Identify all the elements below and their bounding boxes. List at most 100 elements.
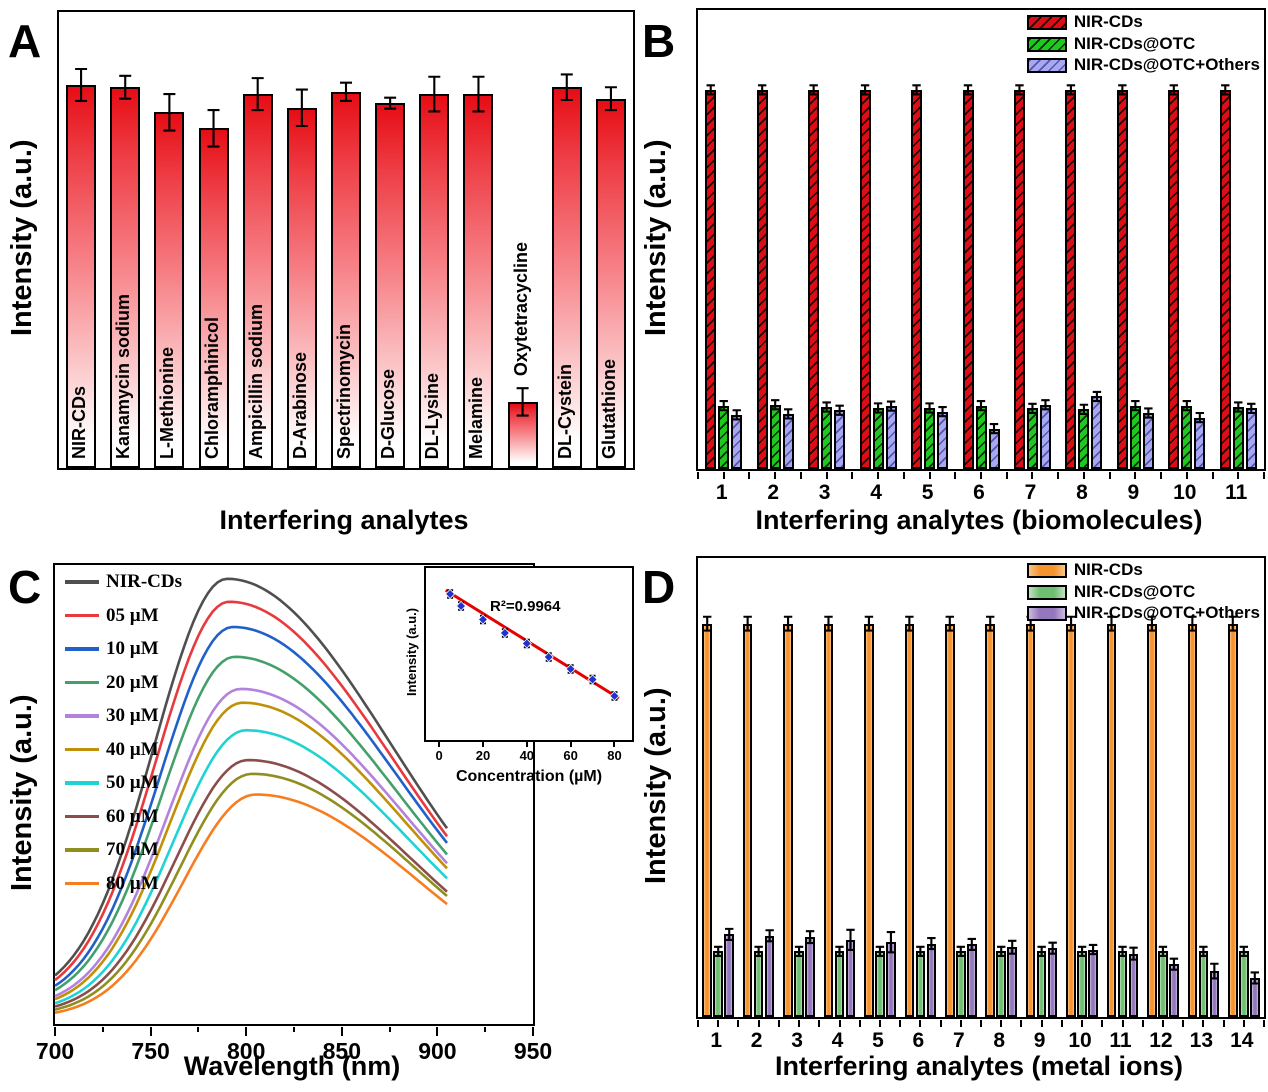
axis-tick — [1160, 472, 1163, 479]
bar-category-label: D-Arabinose — [289, 351, 310, 459]
legend-item: 30 µM — [65, 705, 182, 727]
r-squared-annotation: R²=0.9964 — [490, 598, 561, 615]
group-1-bar-1 — [702, 623, 712, 1017]
legend-item: 60 µM — [65, 806, 182, 828]
axis-tick — [340, 1027, 343, 1036]
legend-item: 05 µM — [65, 605, 182, 627]
x-tick-label: 12 — [1149, 1029, 1173, 1052]
panel-d-plot-area: NIR-CDs NIR-CDs@OTC NIR-CDs@OTC+Others — [696, 556, 1266, 1019]
legend-line — [65, 613, 99, 618]
group-2-bar-2 — [769, 404, 781, 469]
group-3-bar-3 — [834, 410, 846, 469]
group-8-bar-2 — [996, 951, 1006, 1017]
x-tick-label: 10 — [1173, 481, 1197, 504]
legend-label: NIR-CDs@OTC+Others — [1073, 55, 1260, 75]
group-2-bar-1 — [756, 89, 768, 469]
group-11-bar-1 — [1219, 89, 1231, 469]
x-tick-label: 3 — [791, 1029, 803, 1052]
axis-tick — [569, 742, 572, 747]
group-5-bar-3 — [886, 942, 896, 1017]
axis-tick — [484, 1027, 487, 1032]
axis-tick — [532, 1027, 534, 1036]
axis-tick — [1000, 1020, 1003, 1027]
x-tick-label: 850 — [322, 1038, 361, 1064]
panel-a-plot-area: NIR-CDs Kanamycin sodium L-Methionine Chlor… — [57, 10, 635, 470]
x-tick-label: 11 — [1109, 1029, 1132, 1052]
group-9-bar-3 — [1142, 413, 1154, 469]
axis-tick — [245, 1027, 248, 1036]
legend-swatch — [1026, 14, 1067, 30]
bar-melamine — [463, 94, 494, 468]
bar-oxytetracycline — [507, 401, 538, 468]
x-tick-label: 4 — [831, 1029, 844, 1052]
group-7-bar-2 — [1026, 408, 1038, 469]
bar-nir-cds — [66, 84, 97, 468]
legend-label: 60 µM — [106, 805, 159, 827]
legend-item: 10 µM — [65, 638, 182, 660]
axis-tick — [1263, 1020, 1265, 1027]
group-10-bar-1 — [1168, 89, 1180, 469]
axis-tick — [774, 472, 777, 479]
axis-tick — [1141, 1020, 1144, 1027]
data-point-marker — [521, 638, 532, 649]
legend-label: 80 µM — [106, 872, 159, 894]
x-tick-label: 5 — [872, 1029, 884, 1052]
legend-label: NIR-CDs@OTC — [1073, 33, 1196, 53]
panel-b-letter: B — [642, 15, 676, 67]
axis-tick — [388, 1027, 391, 1032]
axis-tick — [54, 1027, 56, 1036]
error-bar — [447, 589, 454, 599]
legend-line — [65, 714, 99, 718]
data-point-marker — [455, 600, 467, 612]
axis-tick — [1031, 472, 1034, 479]
group-8-bar-3 — [1007, 947, 1017, 1017]
legend-label: NIR-CDs@OTC — [1073, 581, 1196, 601]
axis-tick — [1237, 472, 1240, 479]
group-12-bar-2 — [1158, 951, 1168, 1017]
legend-line — [65, 848, 99, 852]
bar-category-label: Ampicillin sodium — [245, 303, 266, 459]
legend-item: NIR-CDs@OTC — [1026, 581, 1260, 602]
bar-l-methionine — [154, 112, 185, 468]
panel-c-x-axis-label: Wavelength (nm) — [183, 1051, 401, 1081]
group-4-bar-3 — [885, 406, 897, 469]
bar-category-label: Oxytetracycline — [510, 242, 531, 377]
data-point-marker — [445, 588, 456, 600]
bar-category-label: Spectrinomycin — [334, 323, 354, 459]
group-4-bar-1 — [859, 89, 871, 469]
group-9-bar-2 — [1036, 951, 1047, 1017]
legend-item: NIR-CDs@OTC+Others — [1026, 604, 1260, 623]
panel-d: D Intensity (a.u.) NIR-CDs NIR-CDs@OTC NIR… — [634, 546, 1268, 1092]
axis-tick — [919, 1020, 922, 1027]
axis-tick — [928, 472, 931, 479]
panel-a: A Intensity (a.u.) NIR-CDs Kanamycin sodi… — [0, 0, 635, 546]
group-12-bar-1 — [1147, 623, 1157, 1017]
legend-line — [65, 781, 99, 785]
group-5-bar-1 — [911, 89, 923, 469]
group-2-bar-2 — [753, 951, 764, 1017]
panel-b-plot-area: NIR-CDs NIR-CDs@OTC NIR-CDs@OTC+Others — [696, 8, 1266, 471]
inset-x-tick-label: 80 — [607, 748, 622, 763]
error-bar — [545, 652, 552, 662]
data-point-marker — [543, 651, 554, 663]
error-bar — [567, 664, 574, 674]
legend-line — [65, 680, 99, 685]
bar-category-label: Kanamycin sodium — [113, 293, 134, 459]
data-point-marker — [565, 663, 576, 675]
axis-tick — [757, 1020, 760, 1027]
axis-tick — [697, 472, 699, 479]
axis-tick — [878, 1020, 881, 1027]
x-tick-label: 13 — [1189, 1029, 1214, 1052]
axis-tick — [1263, 472, 1265, 479]
x-tick-label: 8 — [993, 1029, 1006, 1052]
x-tick-label: 9 — [1033, 1029, 1046, 1052]
x-tick-label: 5 — [921, 481, 934, 504]
bar-chloramphinicol — [198, 128, 229, 468]
x-tick-label: 10 — [1068, 1029, 1092, 1052]
group-12-bar-3 — [1169, 964, 1179, 1017]
axis-tick — [858, 1020, 861, 1027]
axis-tick — [748, 472, 751, 479]
legend-line — [65, 814, 99, 819]
group-6-bar-2 — [975, 405, 987, 469]
